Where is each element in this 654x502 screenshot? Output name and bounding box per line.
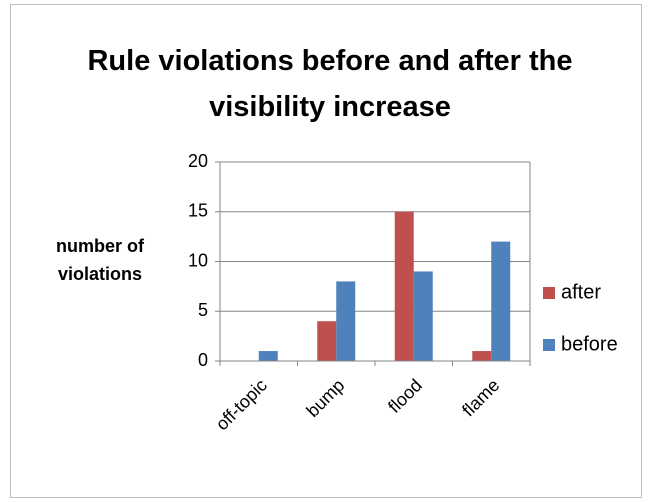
x-tick-label: flame bbox=[458, 375, 503, 420]
bar bbox=[491, 241, 511, 361]
chart-frame bbox=[10, 4, 642, 498]
bar bbox=[394, 211, 414, 361]
bar bbox=[258, 351, 278, 361]
legend-swatch bbox=[543, 339, 555, 351]
x-tick-label: bump bbox=[302, 375, 348, 421]
y-axis-label: number of violations bbox=[56, 236, 144, 284]
chart-title: Rule violations before and after the vis… bbox=[87, 45, 573, 123]
y-tick-label: 0 bbox=[198, 350, 208, 370]
y-tick-label: 15 bbox=[188, 201, 208, 221]
bar bbox=[472, 351, 492, 361]
bar bbox=[336, 281, 356, 361]
y-tick-label: 5 bbox=[198, 300, 208, 320]
y-tick-label: 10 bbox=[188, 250, 208, 270]
x-tick-label: off-topic bbox=[212, 375, 271, 434]
legend-swatch bbox=[543, 287, 555, 299]
bar bbox=[413, 271, 433, 361]
bar bbox=[317, 321, 337, 361]
x-tick-label: flood bbox=[384, 375, 426, 417]
y-tick-label: 20 bbox=[188, 151, 208, 171]
legend-label: before bbox=[561, 333, 618, 355]
legend-label: after bbox=[561, 281, 601, 303]
